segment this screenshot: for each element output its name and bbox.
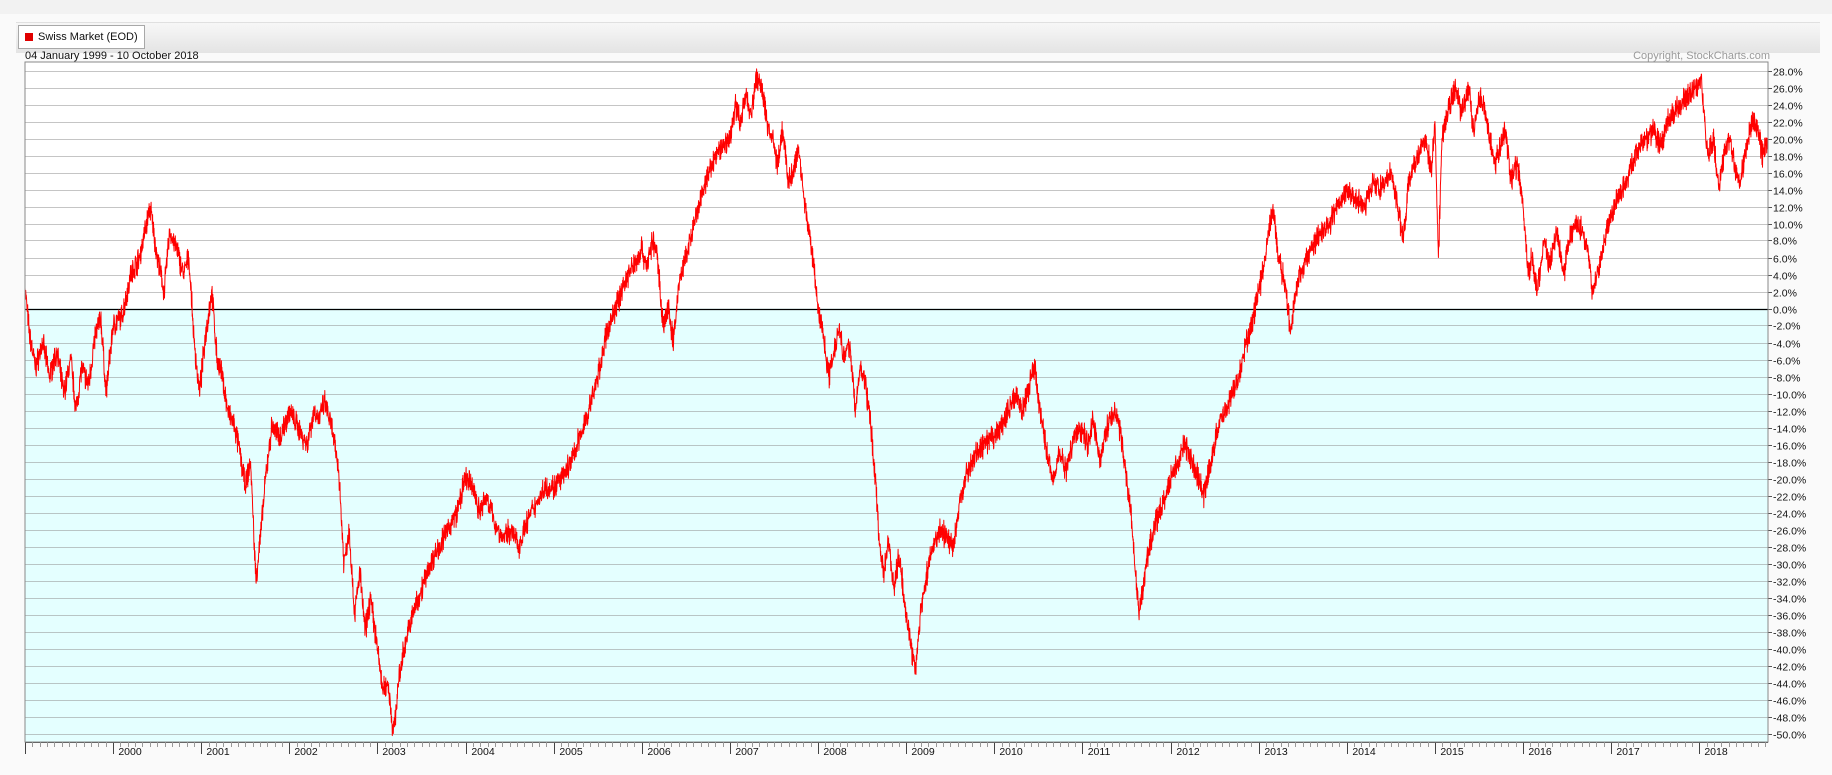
y-tick-label: 6.0% — [1773, 254, 1797, 266]
y-tick-label: 22.0% — [1773, 118, 1803, 130]
x-tick-label: 2010 — [999, 746, 1023, 758]
y-tick-label: -30.0% — [1773, 560, 1806, 572]
x-tick-label: 2005 — [559, 746, 583, 758]
x-tick-label: 2004 — [471, 746, 495, 758]
x-tick-label: 2007 — [735, 746, 759, 758]
y-tick-label: -50.0% — [1773, 730, 1806, 742]
y-tick-label: -36.0% — [1773, 611, 1806, 623]
plot-positive-region — [25, 62, 1768, 309]
x-tick-label: 2009 — [911, 746, 935, 758]
y-tick-label: -48.0% — [1773, 713, 1806, 725]
series-line-swiss-market — [24, 68, 1769, 737]
x-tick-label: 2002 — [294, 746, 318, 758]
y-tick-label: -14.0% — [1773, 424, 1806, 436]
x-axis: 2000 2001 2002 2003 2004 2005 2006 2007 2008 2009… — [25, 742, 1768, 758]
y-tick-label: 2.0% — [1773, 288, 1797, 300]
x-tick-label: 2013 — [1264, 746, 1288, 758]
y-tick-label: -18.0% — [1773, 458, 1806, 470]
y-tick-label: 20.0% — [1773, 135, 1803, 147]
y-tick-label: -32.0% — [1773, 577, 1806, 589]
y-tick-label: -24.0% — [1773, 509, 1806, 521]
chart-toolbar — [16, 22, 1820, 53]
y-tick-label: 14.0% — [1773, 186, 1803, 198]
plot-border — [24, 61, 1769, 743]
y-tick-label: -20.0% — [1773, 475, 1806, 487]
y-tick-label: -28.0% — [1773, 543, 1806, 555]
y-tick-label: -10.0% — [1773, 390, 1806, 402]
y-tick-label: -8.0% — [1773, 373, 1800, 385]
x-tick-label: 2001 — [206, 746, 230, 758]
x-tick-label: 2008 — [823, 746, 847, 758]
y-tick-label: -40.0% — [1773, 645, 1806, 657]
x-tick-label: 2000 — [118, 746, 142, 758]
top-bar — [0, 0, 1832, 14]
x-tick-label: 2012 — [1176, 746, 1200, 758]
x-tick-label: 2011 — [1088, 746, 1111, 758]
y-tick-label: 28.0% — [1773, 67, 1803, 79]
copyright-label: Copyright, StockCharts.com — [1633, 50, 1770, 62]
legend-swatch — [25, 33, 33, 41]
x-tick-label: 2016 — [1528, 746, 1552, 758]
y-tick-label: 10.0% — [1773, 220, 1803, 232]
plot-negative-region — [25, 308, 1768, 742]
y-tick-label: 16.0% — [1773, 169, 1803, 181]
y-tick-label: -46.0% — [1773, 696, 1806, 708]
y-axis: 28.0% 26.0% 24.0% 22.0% 20.0% 18.0% 16.0% 14.0%… — [1768, 67, 1806, 742]
y-tick-label: -34.0% — [1773, 594, 1806, 606]
y-tick-label: 12.0% — [1773, 203, 1803, 215]
y-tick-label: -22.0% — [1773, 492, 1806, 504]
y-tick-label: -16.0% — [1773, 441, 1806, 453]
y-tick-label: 8.0% — [1773, 236, 1797, 248]
legend[interactable]: Swiss Market (EOD) — [18, 25, 145, 49]
x-tick-label: 2017 — [1616, 746, 1640, 758]
x-tick-label: 2003 — [382, 746, 406, 758]
y-tick-label: -6.0% — [1773, 356, 1800, 368]
x-tick-label: 2015 — [1440, 746, 1464, 758]
y-tick-label: -2.0% — [1773, 321, 1800, 333]
y-tick-label: 18.0% — [1773, 152, 1803, 164]
y-tick-label: 26.0% — [1773, 84, 1803, 96]
y-tick-label: 24.0% — [1773, 101, 1803, 113]
y-tick-label: -4.0% — [1773, 339, 1800, 351]
y-tick-label: 4.0% — [1773, 271, 1797, 283]
legend-label: Swiss Market (EOD) — [38, 31, 138, 43]
x-tick-label: 2014 — [1352, 746, 1376, 758]
x-tick-label: 2006 — [647, 746, 671, 758]
y-tick-label: 0.0% — [1773, 305, 1797, 317]
date-range-label: 04 January 1999 - 10 October 2018 — [25, 50, 199, 62]
y-tick-label: -38.0% — [1773, 628, 1806, 640]
y-tick-label: -26.0% — [1773, 526, 1806, 538]
y-tick-label: -42.0% — [1773, 662, 1806, 674]
grid-lines — [25, 71, 1768, 735]
x-tick-label: 2018 — [1704, 746, 1728, 758]
y-tick-label: -12.0% — [1773, 407, 1806, 419]
y-tick-label: -44.0% — [1773, 679, 1806, 691]
